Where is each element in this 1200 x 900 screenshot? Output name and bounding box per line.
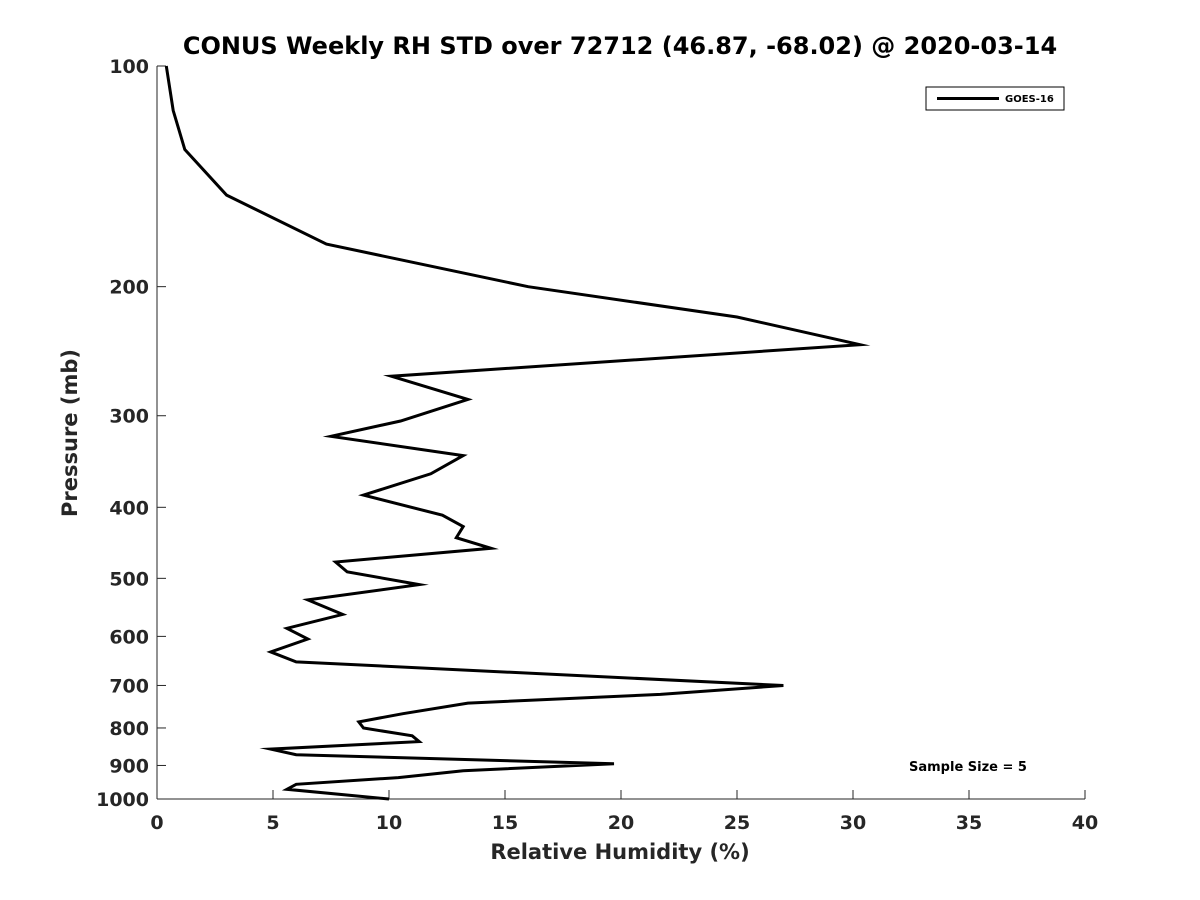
x-tick-label: 30 — [840, 812, 866, 834]
y-tick-label: 300 — [109, 406, 149, 428]
legend-label: GOES-16 — [1005, 94, 1054, 105]
axes — [156, 66, 1085, 800]
x-tick-label: 25 — [724, 812, 750, 834]
y-tick-label: 400 — [109, 497, 149, 519]
y-tick-label: 200 — [109, 277, 149, 299]
x-axis-label: Relative Humidity (%) — [490, 840, 749, 864]
series-layer — [164, 65, 871, 801]
y-tick-label: 100 — [109, 56, 149, 78]
y-axis-label: Pressure (mb) — [58, 349, 82, 517]
series-line — [164, 65, 871, 801]
y-tick-label: 600 — [109, 626, 149, 648]
ticks: 0 5 10 15 20 25 30 35 40 100 200 300 400 500 600 700 800… — [96, 56, 1098, 834]
x-tick-label: 10 — [376, 812, 402, 834]
sample-size-annotation: Sample Size = 5 — [909, 760, 1027, 775]
x-tick-label: 20 — [608, 812, 634, 834]
y-tick-label: 500 — [109, 568, 149, 590]
chart-title: CONUS Weekly RH STD over 72712 (46.87, -… — [183, 32, 1057, 60]
y-tick-label: 1000 — [96, 789, 149, 811]
x-tick-label: 15 — [492, 812, 518, 834]
y-tick-label: 800 — [109, 718, 149, 740]
x-tick-label: 5 — [266, 812, 279, 834]
y-tick-label: 900 — [109, 755, 149, 777]
legend: GOES-16 — [925, 86, 1065, 111]
y-tick-label: 700 — [109, 675, 149, 697]
x-tick-label: 0 — [150, 812, 163, 834]
x-tick-label: 40 — [1072, 812, 1098, 834]
x-tick-label: 35 — [956, 812, 982, 834]
